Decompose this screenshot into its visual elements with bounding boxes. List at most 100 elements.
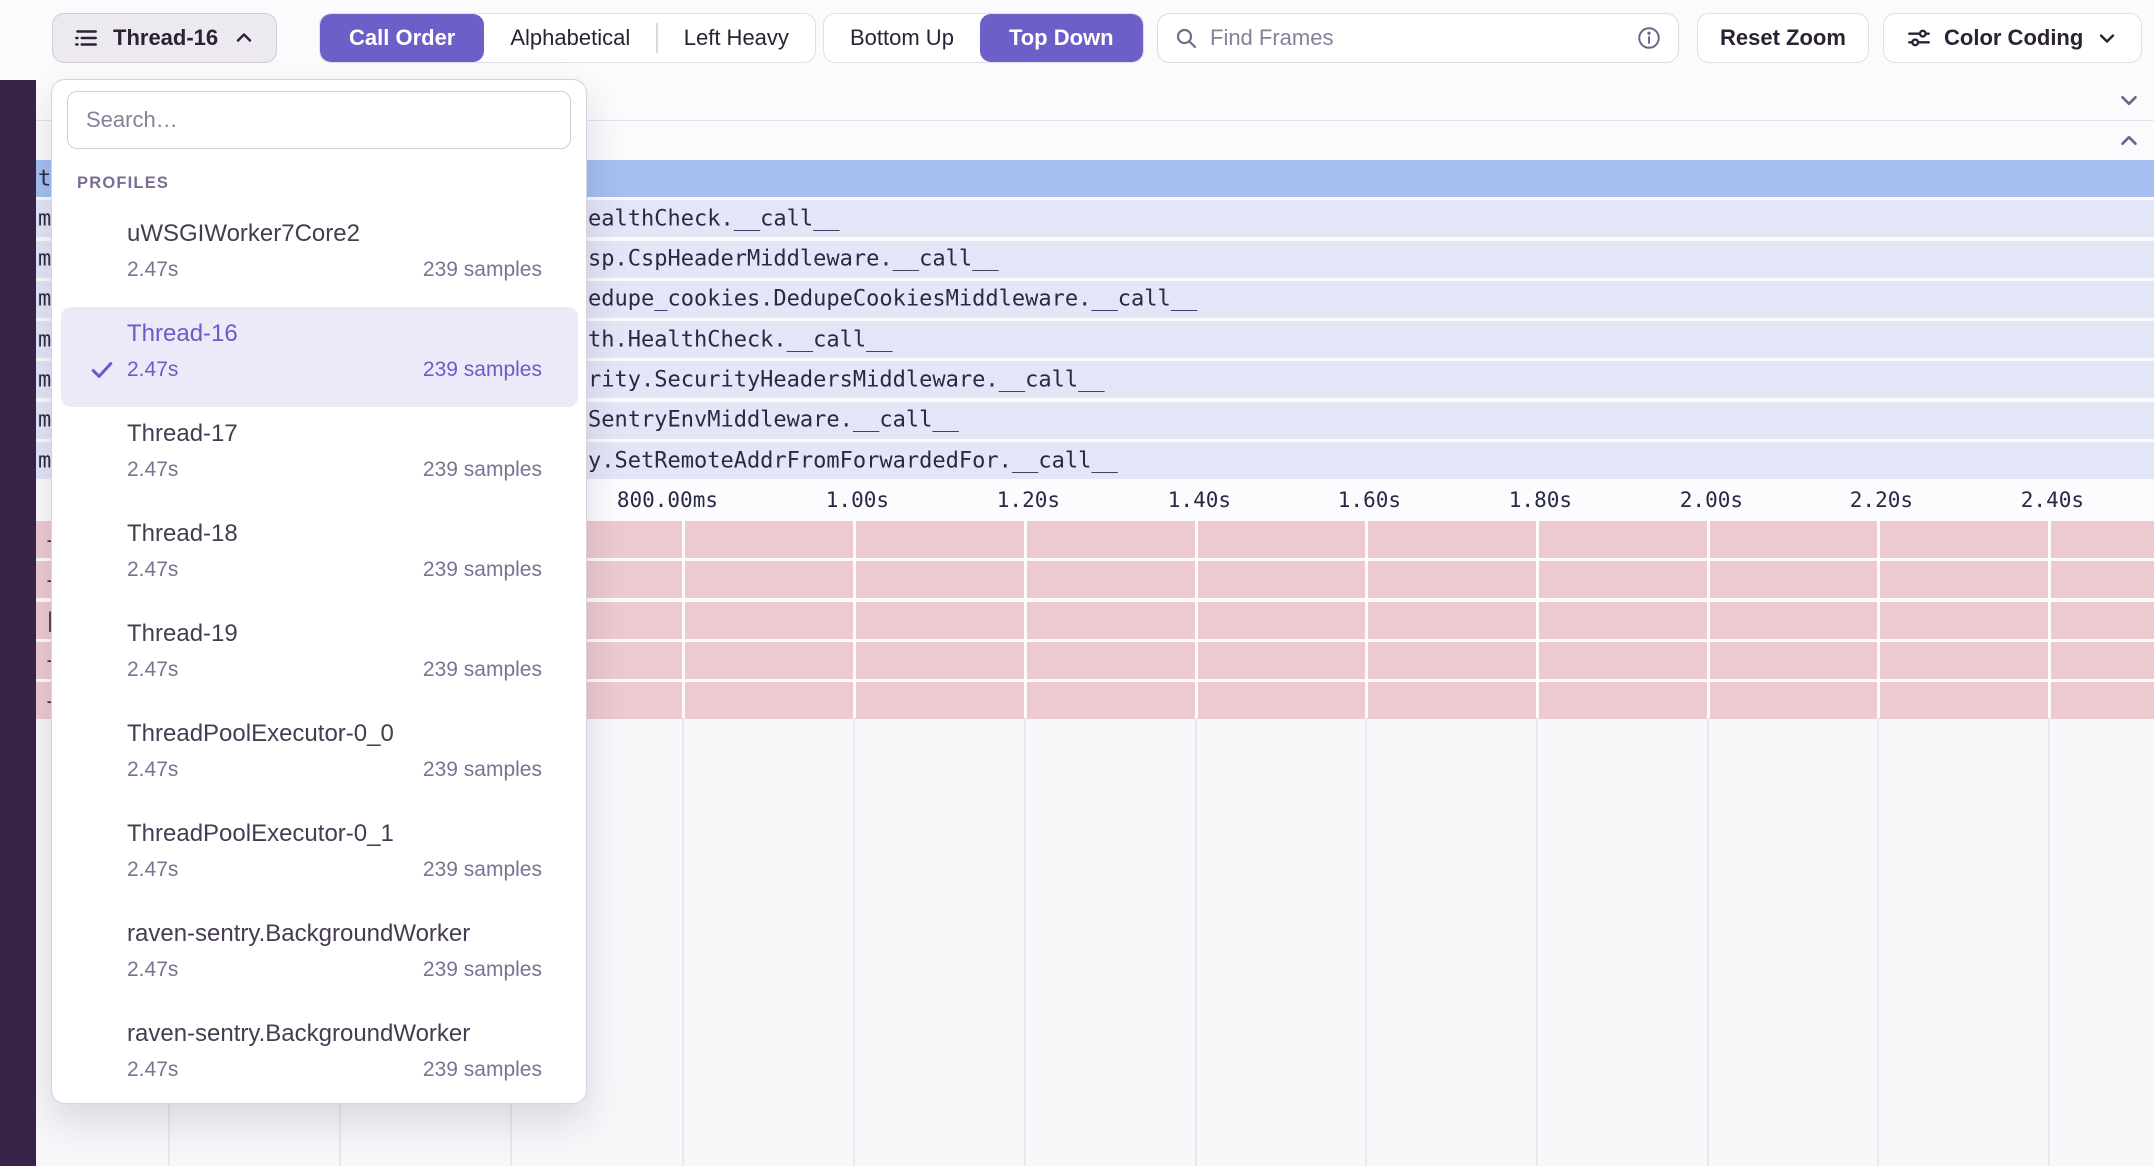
profile-list-item[interactable]: Thread-17 2.47s 239 samples [61, 407, 578, 507]
segment-divider [656, 23, 658, 53]
profile-name: Thread-18 [127, 520, 238, 547]
tab-alphabetical[interactable]: Alphabetical [510, 25, 631, 50]
profile-duration: 2.47s [127, 758, 179, 781]
time-tick-label: 1.20s [996, 488, 1060, 512]
profile-list-item[interactable]: raven-sentry.BackgroundWorker 2.47s 239 … [61, 1007, 578, 1107]
profile-list-item[interactable]: ThreadPoolExecutor-0_0 2.47s 239 samples [61, 707, 578, 807]
frame-edge-char: m [38, 407, 52, 433]
frame-edge-char: m [38, 206, 52, 232]
profile-meta: 2.47s 239 samples [127, 258, 542, 282]
profile-meta: 2.47s 239 samples [127, 658, 542, 682]
profile-list-item[interactable]: raven-sentry.BackgroundWorker 2.47s 239 … [61, 907, 578, 1007]
profile-sample-count: 239 samples [422, 558, 542, 581]
profile-item-body: raven-sentry.BackgroundWorker 2.47s 239 … [127, 1019, 542, 1107]
profile-list-item[interactable]: Thread-19 2.47s 239 samples [61, 607, 578, 707]
frame-label: y.SetRemoteAddrFromForwardedFor.__call__ [588, 448, 1118, 474]
profile-list-item[interactable]: Thread-18 2.47s 239 samples [61, 507, 578, 607]
profile-name: raven-sentry.BackgroundWorker [127, 920, 471, 947]
profile-item-body: Thread-19 2.47s 239 samples [127, 619, 542, 707]
profile-duration: 2.47s [127, 258, 179, 281]
profile-name: raven-sentry.BackgroundWorker [127, 1020, 471, 1047]
profiles-list: uWSGIWorker7Core2 2.47s 239 samples Thre… [61, 207, 578, 1107]
frame-label: SentryEnvMiddleware.__call__ [588, 407, 959, 433]
profile-meta: 2.47s 239 samples [127, 558, 542, 582]
profile-sample-count: 239 samples [422, 758, 542, 781]
time-tick-label: 1.40s [1167, 488, 1231, 512]
profile-item-body: Thread-17 2.47s 239 samples [127, 419, 542, 507]
profile-sample-count: 239 samples [422, 358, 542, 381]
profile-duration: 2.47s [127, 958, 179, 981]
frame-edge-char: m [38, 286, 52, 312]
profile-item-body: ThreadPoolExecutor-0_1 2.47s 239 samples [127, 819, 542, 907]
profile-duration: 2.47s [127, 358, 179, 381]
info-icon[interactable] [1636, 25, 1662, 51]
chevron-up-icon [232, 26, 256, 50]
profile-sample-count: 239 samples [422, 958, 542, 981]
profile-sample-count: 239 samples [422, 458, 542, 481]
time-tick-label: 2.40s [2020, 488, 2084, 512]
profile-meta: 2.47s 239 samples [127, 958, 542, 982]
time-tick-label: 1.80s [1508, 488, 1572, 512]
reset-zoom-button[interactable]: Reset Zoom [1697, 13, 1869, 63]
profile-item-body: raven-sentry.BackgroundWorker 2.47s 239 … [127, 919, 542, 1007]
profile-list-item[interactable]: Thread-16 2.47s 239 samples [61, 307, 578, 407]
frame-label: edupe_cookies.DedupeCookiesMiddleware.__… [588, 286, 1198, 312]
chevron-down-icon [2095, 26, 2119, 50]
profile-sample-count: 239 samples [422, 1058, 542, 1081]
profiles-dropdown: PROFILES uWSGIWorker7Core2 2.47s 239 sam… [51, 79, 587, 1104]
tab-left-heavy[interactable]: Left Heavy [683, 25, 789, 50]
list-icon [73, 25, 99, 51]
profile-sample-count: 239 samples [422, 658, 542, 681]
tab-bottom-up[interactable]: Bottom Up [850, 25, 954, 50]
frame-edge-char: m [38, 448, 52, 474]
profile-duration: 2.47s [127, 658, 179, 681]
profile-name: ThreadPoolExecutor-0_1 [127, 820, 394, 847]
tab-call-order[interactable]: Call Order [320, 14, 485, 62]
frame-label: sp.CspHeaderMiddleware.__call__ [588, 246, 999, 272]
profile-name: ThreadPoolExecutor-0_0 [127, 720, 394, 747]
find-frames-searchbox [1157, 13, 1679, 63]
direction-segmented-control: Bottom Up Top Down [823, 13, 1144, 63]
app-sidebar-strip [0, 0, 36, 1166]
chevron-down-icon[interactable] [2116, 87, 2142, 113]
profile-name: Thread-16 [127, 320, 238, 347]
frame-edge-char: m [38, 246, 52, 272]
search-icon [1174, 26, 1198, 50]
tab-top-down[interactable]: Top Down [979, 14, 1143, 62]
profile-name: Thread-19 [127, 620, 238, 647]
profile-duration: 2.47s [127, 1058, 179, 1081]
profile-item-body: ThreadPoolExecutor-0_0 2.47s 239 samples [127, 719, 542, 807]
frame-label: th.HealthCheck.__call__ [588, 327, 893, 353]
profile-list-item[interactable]: uWSGIWorker7Core2 2.47s 239 samples [61, 207, 578, 307]
profile-item-body: uWSGIWorker7Core2 2.47s 239 samples [127, 219, 542, 307]
profile-meta: 2.47s 239 samples [127, 458, 542, 482]
frame-edge-char: t [38, 166, 52, 191]
profile-meta: 2.47s 239 samples [127, 1058, 542, 1082]
time-tick-label: 1.00s [825, 488, 889, 512]
chevron-up-icon[interactable] [2116, 128, 2142, 154]
profile-name: uWSGIWorker7Core2 [127, 220, 360, 247]
profile-sample-count: 239 samples [422, 258, 542, 281]
profile-meta: 2.47s 239 samples [127, 358, 542, 382]
profile-duration: 2.47s [127, 458, 179, 481]
thread-selector-button[interactable]: Thread-16 [52, 13, 278, 63]
profile-meta: 2.47s 239 samples [127, 758, 542, 782]
frame-edge-char: m [38, 367, 52, 393]
profiles-search-input[interactable] [67, 91, 571, 149]
thread-selector-label: Thread-16 [113, 25, 219, 50]
profile-name: Thread-17 [127, 420, 238, 447]
checkmark-icon [77, 332, 127, 407]
profiles-section-label: PROFILES [77, 174, 170, 192]
profile-meta: 2.47s 239 samples [127, 858, 542, 882]
find-frames-input[interactable] [1210, 25, 1624, 51]
profile-list-item[interactable]: ThreadPoolExecutor-0_1 2.47s 239 samples [61, 807, 578, 907]
time-tick-label: 2.20s [1849, 488, 1913, 512]
reset-zoom-label: Reset Zoom [1720, 25, 1846, 50]
frame-label: rity.SecurityHeadersMiddleware.__call__ [588, 367, 1105, 393]
frame-edge-char: m [38, 327, 52, 353]
time-tick-label: 800.00ms [616, 488, 718, 512]
profile-item-body: Thread-16 2.47s 239 samples [127, 319, 542, 407]
color-coding-button[interactable]: Color Coding [1883, 13, 2143, 63]
time-tick-label: 1.60s [1337, 488, 1401, 512]
sort-order-segmented-control: Call Order Alphabetical Left Heavy [319, 13, 816, 63]
